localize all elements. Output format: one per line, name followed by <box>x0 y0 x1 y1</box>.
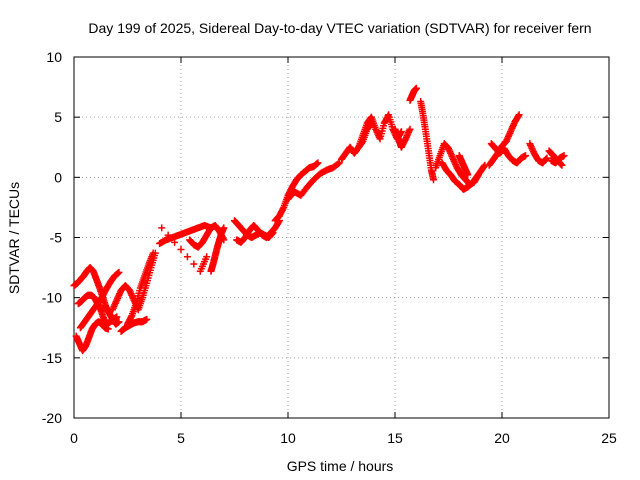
grid-lines <box>74 57 609 418</box>
data-point <box>334 160 342 168</box>
data-point <box>203 253 211 261</box>
data-point <box>177 246 185 254</box>
y-tick-label: 0 <box>54 169 62 185</box>
data-point <box>515 111 523 119</box>
series-arc-m <box>233 217 283 246</box>
series-arc-y <box>487 140 530 167</box>
y-tick-label: -5 <box>50 230 63 246</box>
y-tick-label: -15 <box>42 350 62 366</box>
x-axis-ticks: 0 5 10 15 20 25 <box>70 57 617 446</box>
data-point <box>115 268 123 276</box>
data-point <box>190 260 198 268</box>
y-axis-ticks: -20 -15 -10 -5 0 5 10 <box>42 49 609 426</box>
data-point <box>115 318 123 326</box>
series-arc-d <box>76 268 123 332</box>
x-tick-label: 15 <box>387 430 403 446</box>
data-point <box>522 152 530 160</box>
series-arc-v <box>438 159 489 193</box>
data-point <box>543 154 551 162</box>
series-arc-r <box>391 125 414 151</box>
data-point <box>158 224 166 232</box>
x-tick-label: 25 <box>601 430 617 446</box>
chart-title: Day 199 of 2025, Sidereal Day-to-day VTE… <box>88 20 591 36</box>
series-arc-k <box>158 224 211 275</box>
data-point <box>113 313 121 321</box>
data-point <box>412 84 420 92</box>
x-tick-label: 5 <box>177 430 185 446</box>
data-point <box>560 152 568 160</box>
data-point <box>183 253 191 261</box>
y-tick-label: -10 <box>42 290 62 306</box>
series-arc-f <box>117 315 151 335</box>
series-arc-w <box>455 152 472 179</box>
series-arc-z <box>526 140 551 167</box>
y-tick-label: 10 <box>46 49 62 65</box>
series-arc-t <box>417 98 438 184</box>
y-axis-label: SDTVAR / TECUs <box>6 182 22 294</box>
data-point <box>314 159 322 167</box>
y-tick-label: 5 <box>54 109 62 125</box>
x-tick-label: 20 <box>494 430 510 446</box>
data-point <box>143 315 151 323</box>
data-points <box>70 84 568 355</box>
series-arc-o <box>284 159 343 203</box>
data-point <box>149 249 157 257</box>
data-point <box>464 171 472 179</box>
series-arc-b <box>72 318 112 355</box>
series-arc-g <box>124 249 157 328</box>
x-tick-label: 10 <box>280 430 296 446</box>
series-arc-s <box>406 84 420 104</box>
data-point <box>406 125 414 133</box>
y-tick-label: -20 <box>42 410 62 426</box>
series-arc-p <box>338 119 375 163</box>
data-point <box>558 161 566 169</box>
x-axis-label: GPS time / hours <box>287 458 394 474</box>
data-point <box>171 238 179 246</box>
x-tick-label: 0 <box>70 430 78 446</box>
data-point <box>164 231 172 239</box>
data-point <box>220 224 228 232</box>
data-point <box>335 159 343 167</box>
data-point <box>430 176 438 184</box>
series-arc-j <box>207 224 228 275</box>
series-arc-bb <box>547 152 568 167</box>
